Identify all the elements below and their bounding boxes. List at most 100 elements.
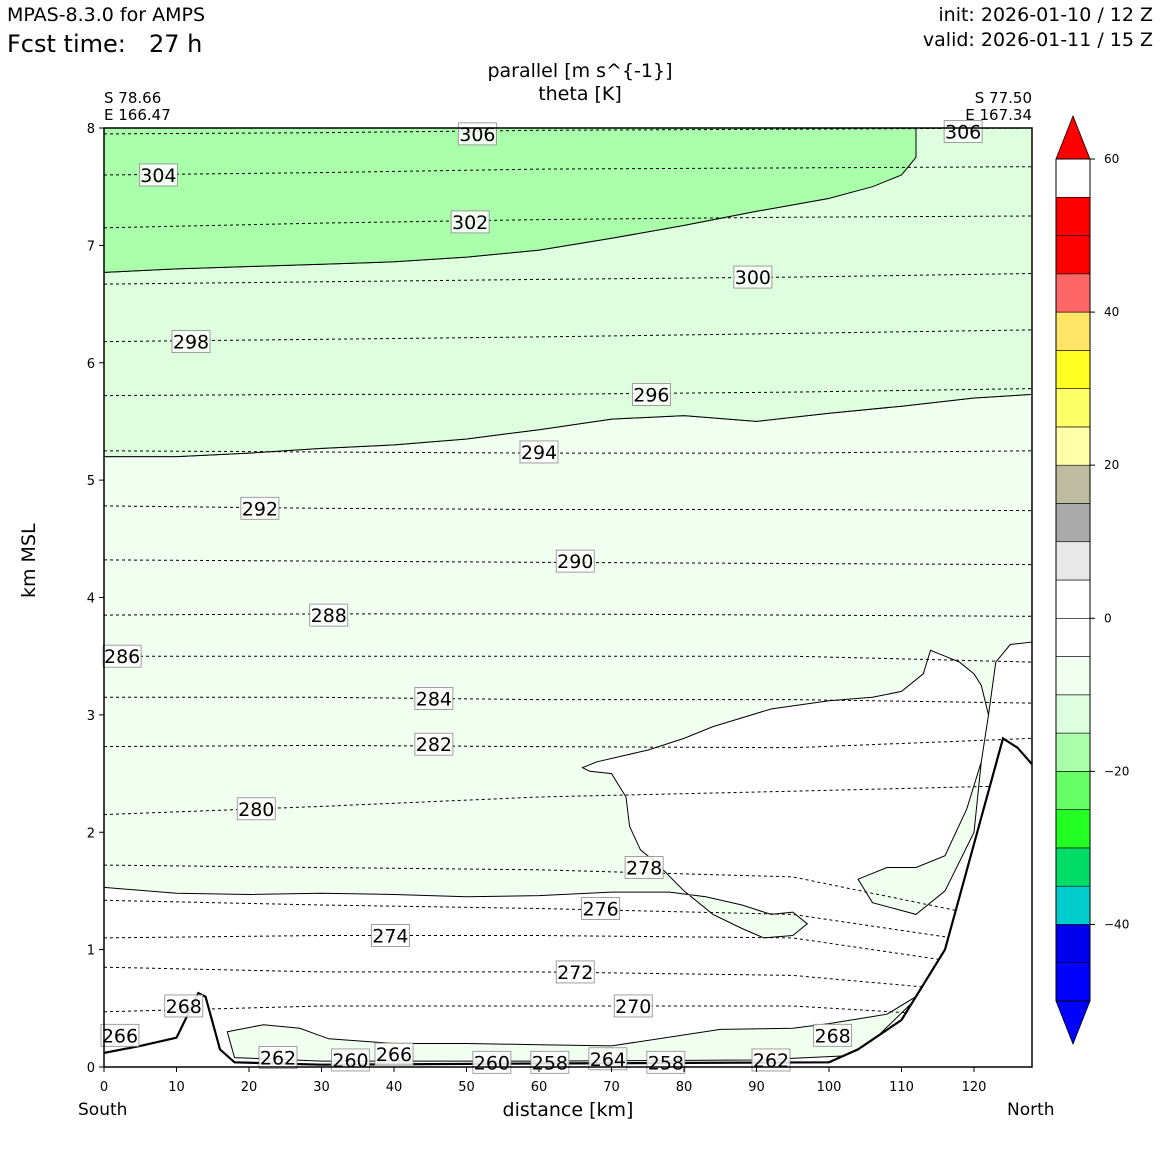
x-tick-label: 30 — [313, 1080, 330, 1095]
y-tick-label: 8 — [87, 122, 95, 137]
title-contour-field: theta [K] — [538, 83, 622, 105]
theta-label: 258 — [648, 1052, 684, 1074]
colorbar-tick-label: 40 — [1104, 305, 1119, 319]
theta-label-box — [414, 687, 454, 710]
theta-label: 298 — [173, 332, 209, 354]
x-tick-label: 100 — [817, 1080, 842, 1095]
colorbar-tick-label: −20 — [1104, 764, 1129, 778]
theta-label-box — [374, 1042, 414, 1066]
theta-contour-294 — [103, 450, 1033, 454]
theta-contour-284 — [104, 696, 1033, 704]
colorbar-bin — [1055, 311, 1091, 351]
theta-label: 268 — [814, 1025, 850, 1047]
x-tick-label: 60 — [531, 1080, 548, 1095]
theta-contour-286 — [104, 655, 1033, 663]
colorbar-extend-low — [1055, 1000, 1091, 1046]
theta-label: 266 — [102, 1025, 138, 1047]
theta-label: 280 — [238, 799, 274, 821]
x-tick-label: 40 — [386, 1080, 403, 1095]
theta-label: 274 — [372, 926, 408, 948]
theta-contour-layer — [103, 127, 1033, 1021]
theta-label-box — [588, 1047, 628, 1071]
theta-contour-274 — [103, 935, 1033, 974]
theta-label-box — [472, 1050, 512, 1074]
theta-label-box — [370, 924, 410, 947]
x-axis-title: distance [km] — [502, 1099, 634, 1121]
colorbar-extend-high — [1055, 114, 1091, 160]
theta-label: 272 — [557, 962, 593, 984]
theta-label: 278 — [626, 857, 662, 879]
colorbar-bin — [1055, 196, 1091, 236]
theta-label-box — [581, 897, 621, 920]
colorbar: 60 40 20 0 −20 −40 — [1055, 114, 1129, 1046]
theta-label-box — [309, 603, 349, 627]
colorbar-bin — [1055, 885, 1091, 925]
theta-label: 266 — [376, 1044, 412, 1066]
theta-contour-304 — [103, 166, 1033, 176]
model-title: MPAS-8.3.0 for AMPS — [7, 4, 206, 26]
colorbar-bin — [1055, 579, 1091, 619]
theta-label: 286 — [104, 646, 140, 668]
left-endpoint-lon: E 166.47 — [104, 106, 171, 124]
theta-label-box — [164, 994, 204, 1018]
theta-label-box — [236, 797, 276, 821]
y-tick-label: 6 — [87, 357, 95, 372]
north-label: North — [1007, 1100, 1055, 1120]
theta-label-box — [530, 1050, 570, 1074]
theta-label: 300 — [735, 267, 771, 289]
theta-label: 304 — [140, 165, 176, 187]
theta-label-box — [258, 1046, 298, 1070]
colorbar-bin — [1055, 656, 1091, 696]
x-tick-label: 80 — [676, 1080, 693, 1095]
colorbar-bin — [1055, 350, 1091, 389]
theta-label-box — [102, 644, 142, 668]
x-tick-label: 0 — [100, 1080, 108, 1095]
theta-label-box — [943, 120, 983, 143]
y-tick-label: 0 — [87, 1061, 95, 1076]
theta-label: 296 — [633, 384, 669, 406]
valid-time: valid: 2026-01-11 / 15 Z — [922, 29, 1153, 51]
theta-contour-282 — [103, 737, 1033, 749]
theta-label-box — [519, 440, 559, 464]
theta-label: 276 — [582, 899, 618, 921]
theta-contour-288 — [103, 613, 1033, 617]
theta-label: 292 — [242, 498, 278, 520]
colorbar-bin — [1055, 464, 1091, 504]
theta-label-box — [613, 994, 653, 1018]
theta-label: 306 — [459, 124, 495, 146]
theta-label: 306 — [945, 122, 981, 144]
y-tick-label: 7 — [87, 239, 95, 254]
theta-label-box — [331, 1048, 370, 1072]
colorbar-tick-label: 0 — [1104, 611, 1112, 625]
colorbar-bin — [1055, 503, 1091, 543]
x-tick-label: 10 — [168, 1080, 185, 1095]
theta-label-box — [751, 1048, 791, 1072]
x-tick-label: 120 — [962, 1080, 987, 1095]
theta-contour-278 — [103, 864, 1033, 927]
colorbar-bin — [1055, 273, 1091, 313]
theta-label-box — [414, 732, 454, 756]
theta-label: 288 — [311, 605, 347, 627]
theta-label: 268 — [166, 996, 202, 1018]
colorbar-bin — [1055, 809, 1091, 849]
colorbar-bin — [1055, 158, 1091, 198]
y-tick-label: 1 — [87, 944, 95, 959]
y-tick-label: 4 — [87, 592, 95, 607]
title-shaded-field: parallel [m s^{-1}] — [487, 60, 673, 82]
theta-contour-306 — [103, 127, 1033, 135]
colorbar-bin — [1055, 847, 1091, 887]
theta-contour-290 — [103, 559, 1033, 566]
theta-contour-296 — [103, 388, 1033, 397]
shaded-region-core — [103, 127, 917, 273]
theta-label: 262 — [753, 1050, 789, 1072]
south-label: South — [78, 1100, 128, 1120]
axes-layer: 0 10 20 30 40 50 60 70 80 90 100 110 120 0 1 2 3 4 5 6 7 8 — [87, 122, 1033, 1095]
colorbar-tick-label: 20 — [1104, 458, 1119, 472]
y-tick-label: 2 — [87, 826, 95, 841]
y-tick-label: 5 — [87, 474, 95, 489]
right-endpoint-lat: S 77.50 — [974, 89, 1032, 107]
theta-contour-300 — [103, 273, 1033, 285]
colorbar-tick-label: −40 — [1104, 917, 1129, 931]
colorbar-bin — [1055, 771, 1091, 810]
colorbar-bin — [1055, 924, 1091, 964]
